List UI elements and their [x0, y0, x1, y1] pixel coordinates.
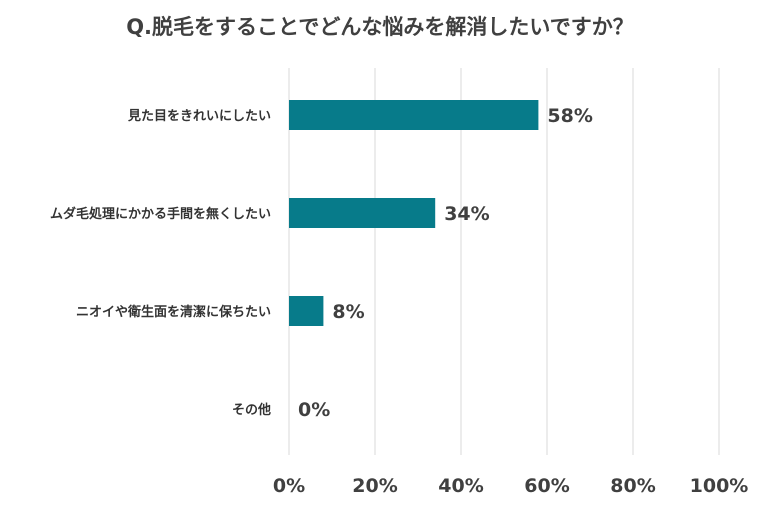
x-tick-label: 80%: [610, 475, 655, 497]
x-tick-label: 40%: [438, 475, 483, 497]
bar: [289, 296, 324, 326]
category-labels: 見た目をきれいにしたいムダ毛処理にかかる手間を無くしたいニオイや衛生面を清潔に保…: [50, 109, 271, 418]
category-label: ムダ毛処理にかかる手間を無くしたい: [50, 206, 271, 222]
data-label: 0%: [298, 399, 330, 421]
bar: [289, 100, 539, 130]
chart-title: Q.脱毛をすることでどんな悩みを解消したいですか？: [126, 15, 634, 39]
data-label: 34%: [444, 203, 489, 225]
x-tick-label: 0%: [273, 475, 305, 497]
bars: [289, 100, 539, 326]
category-label: 見た目をきれいにしたい: [127, 109, 271, 124]
gridlines: [288, 68, 720, 455]
data-labels: 58% 34% 8% 0%: [298, 105, 593, 421]
x-tick-label: 60%: [524, 475, 569, 497]
x-tick-label: 100%: [690, 475, 749, 497]
x-tick-label: 20%: [352, 475, 397, 497]
category-label: その他: [232, 402, 271, 418]
bar: [289, 198, 436, 228]
data-label: 58%: [547, 105, 592, 127]
data-label: 8%: [332, 301, 364, 323]
x-axis-ticks: 0% 20% 40% 60% 80% 100%: [273, 475, 748, 497]
category-label: ニオイや衛生面を清潔に保ちたい: [76, 304, 271, 320]
